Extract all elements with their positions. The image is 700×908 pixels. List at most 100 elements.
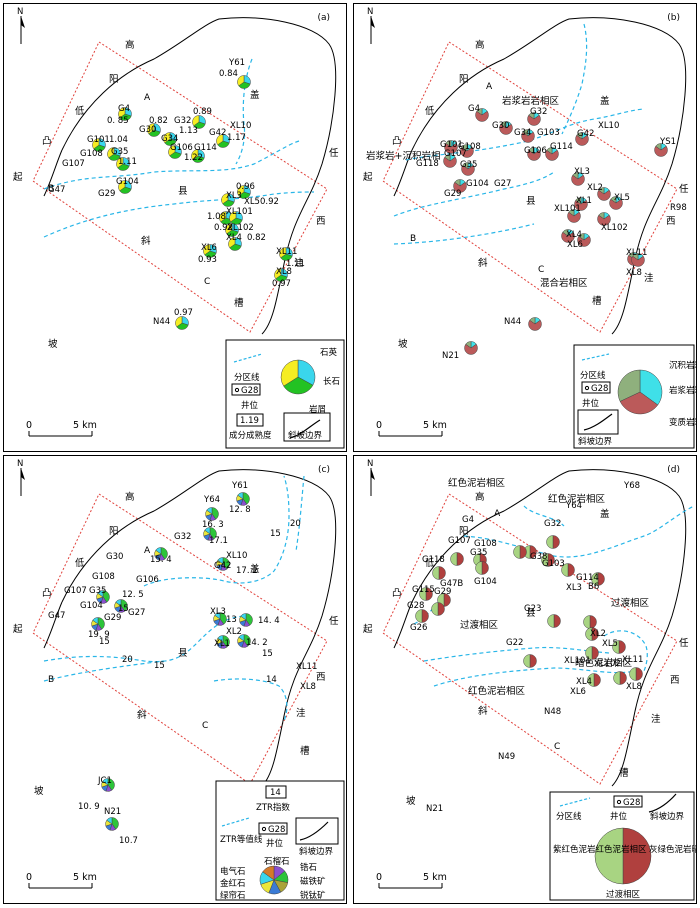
- composition-pie-21: [175, 316, 189, 330]
- svg-text:Y64: Y64: [565, 501, 582, 511]
- svg-text:G104: G104: [474, 577, 497, 587]
- svg-text:低: 低: [425, 105, 435, 117]
- svg-text:斜坡边界: 斜坡边界: [299, 846, 334, 857]
- mudstone-pie-8: [475, 561, 489, 575]
- svg-text:N: N: [367, 459, 373, 469]
- svg-text:XL3: XL3: [210, 607, 226, 617]
- svg-text:G4: G4: [462, 515, 474, 525]
- composition-pie-19: [279, 247, 293, 261]
- svg-text:暗色泥岩相区: 暗色泥岩相区: [575, 657, 633, 669]
- svg-text:斜坡边界: 斜坡边界: [650, 811, 685, 822]
- composition-pie-6: [92, 138, 106, 152]
- mineral-pie-5: [96, 590, 110, 604]
- lithic-pie-1: [527, 112, 541, 126]
- lithic-pie-3: [521, 129, 535, 143]
- svg-text:起: 起: [13, 624, 23, 635]
- svg-text:G108: G108: [458, 142, 481, 152]
- svg-text:XL11: XL11: [622, 655, 643, 665]
- svg-text:任: 任: [329, 615, 339, 627]
- svg-text:XL8: XL8: [300, 682, 316, 692]
- svg-text:20: 20: [122, 655, 133, 665]
- svg-text:G107: G107: [62, 159, 85, 169]
- svg-text:N44: N44: [153, 317, 170, 327]
- svg-text:岩屑: 岩屑: [309, 404, 326, 415]
- svg-text:G32: G32: [544, 519, 561, 529]
- svg-text:G30: G30: [106, 552, 123, 562]
- north-arrow: N: [367, 7, 375, 44]
- svg-text:0.82: 0.82: [247, 233, 266, 243]
- mudstone-pie-20: [629, 667, 643, 681]
- svg-text:5 km: 5 km: [423, 420, 447, 431]
- svg-text:洼: 洼: [294, 257, 304, 269]
- svg-text:G47B: G47B: [440, 579, 463, 589]
- svg-text:XL6: XL6: [567, 240, 583, 250]
- lithic-pie-17: [567, 209, 581, 223]
- composition-pie-1: [118, 107, 132, 121]
- lithic-pie-2: [499, 121, 513, 135]
- north-arrow: N: [17, 7, 25, 44]
- svg-text:XL8: XL8: [626, 682, 642, 692]
- svg-text:分区线: 分区线: [556, 811, 582, 822]
- svg-text:15: 15: [118, 604, 129, 614]
- svg-text:15: 15: [262, 649, 273, 659]
- svg-text:XL6: XL6: [570, 687, 586, 697]
- svg-text:0.93: 0.93: [198, 255, 217, 265]
- lithic-pie-6: [460, 144, 474, 158]
- composition-pie-8: [168, 145, 182, 159]
- svg-text:斜坡边界: 斜坡边界: [288, 430, 323, 441]
- panel-c-pies: [91, 492, 253, 831]
- svg-text:G27: G27: [494, 179, 511, 189]
- composition-pie-16: [225, 223, 239, 237]
- svg-text:磁铁矿: 磁铁矿: [300, 876, 326, 887]
- svg-text:G104: G104: [80, 601, 103, 611]
- svg-text:阳: 阳: [109, 74, 119, 85]
- svg-text:14. 4: 14. 4: [258, 616, 280, 626]
- svg-text:G35: G35: [89, 586, 106, 596]
- svg-text:0: 0: [376, 872, 382, 883]
- svg-text:XL3: XL3: [574, 167, 590, 177]
- composition-pie-5: [216, 134, 230, 148]
- mineral-pie-9: [239, 613, 253, 627]
- svg-text:G101: G101: [87, 135, 110, 145]
- svg-text:G22: G22: [506, 638, 523, 648]
- svg-text:县: 县: [178, 186, 188, 197]
- composition-pie-9: [191, 149, 205, 163]
- svg-text:电气石: 电气石: [220, 866, 246, 877]
- svg-text:A: A: [144, 93, 151, 103]
- svg-text:XL1: XL1: [214, 639, 230, 649]
- svg-text:低: 低: [425, 557, 435, 569]
- svg-text:低: 低: [75, 557, 85, 569]
- svg-text:0.92: 0.92: [214, 223, 233, 233]
- svg-text:阳: 阳: [459, 526, 469, 537]
- svg-text:B: B: [48, 184, 54, 194]
- mineral-pie-8: [213, 612, 227, 626]
- svg-text:XL11: XL11: [626, 248, 647, 258]
- svg-text:XL6: XL6: [201, 243, 217, 253]
- svg-text:斜: 斜: [137, 709, 147, 721]
- svg-text:0.84: 0.84: [219, 69, 238, 79]
- svg-text:C: C: [204, 277, 210, 287]
- svg-text:阳: 阳: [109, 526, 119, 537]
- svg-text:起: 起: [13, 172, 23, 183]
- svg-text:G28: G28: [268, 825, 285, 835]
- mudstone-pie-6: [432, 566, 446, 580]
- svg-text:G106: G106: [136, 575, 159, 585]
- svg-text:分区线: 分区线: [234, 372, 260, 383]
- panel-a-pies: [92, 75, 293, 330]
- svg-text:XL4: XL4: [226, 233, 242, 243]
- svg-text:红色泥岩相区: 红色泥岩相区: [448, 477, 506, 489]
- svg-text:XL102: XL102: [601, 223, 628, 233]
- composition-pie-15: [229, 211, 243, 225]
- svg-text:XL11: XL11: [296, 662, 317, 672]
- svg-text:阳: 阳: [459, 74, 469, 85]
- mineral-pie-2: [203, 527, 217, 541]
- svg-text:井位: 井位: [582, 398, 600, 409]
- svg-text:XL2: XL2: [226, 627, 242, 637]
- svg-text:0: 0: [376, 420, 382, 431]
- svg-text:洼: 洼: [296, 707, 306, 719]
- mudstone-pie-3: [513, 545, 527, 559]
- svg-text:G114: G114: [194, 143, 217, 153]
